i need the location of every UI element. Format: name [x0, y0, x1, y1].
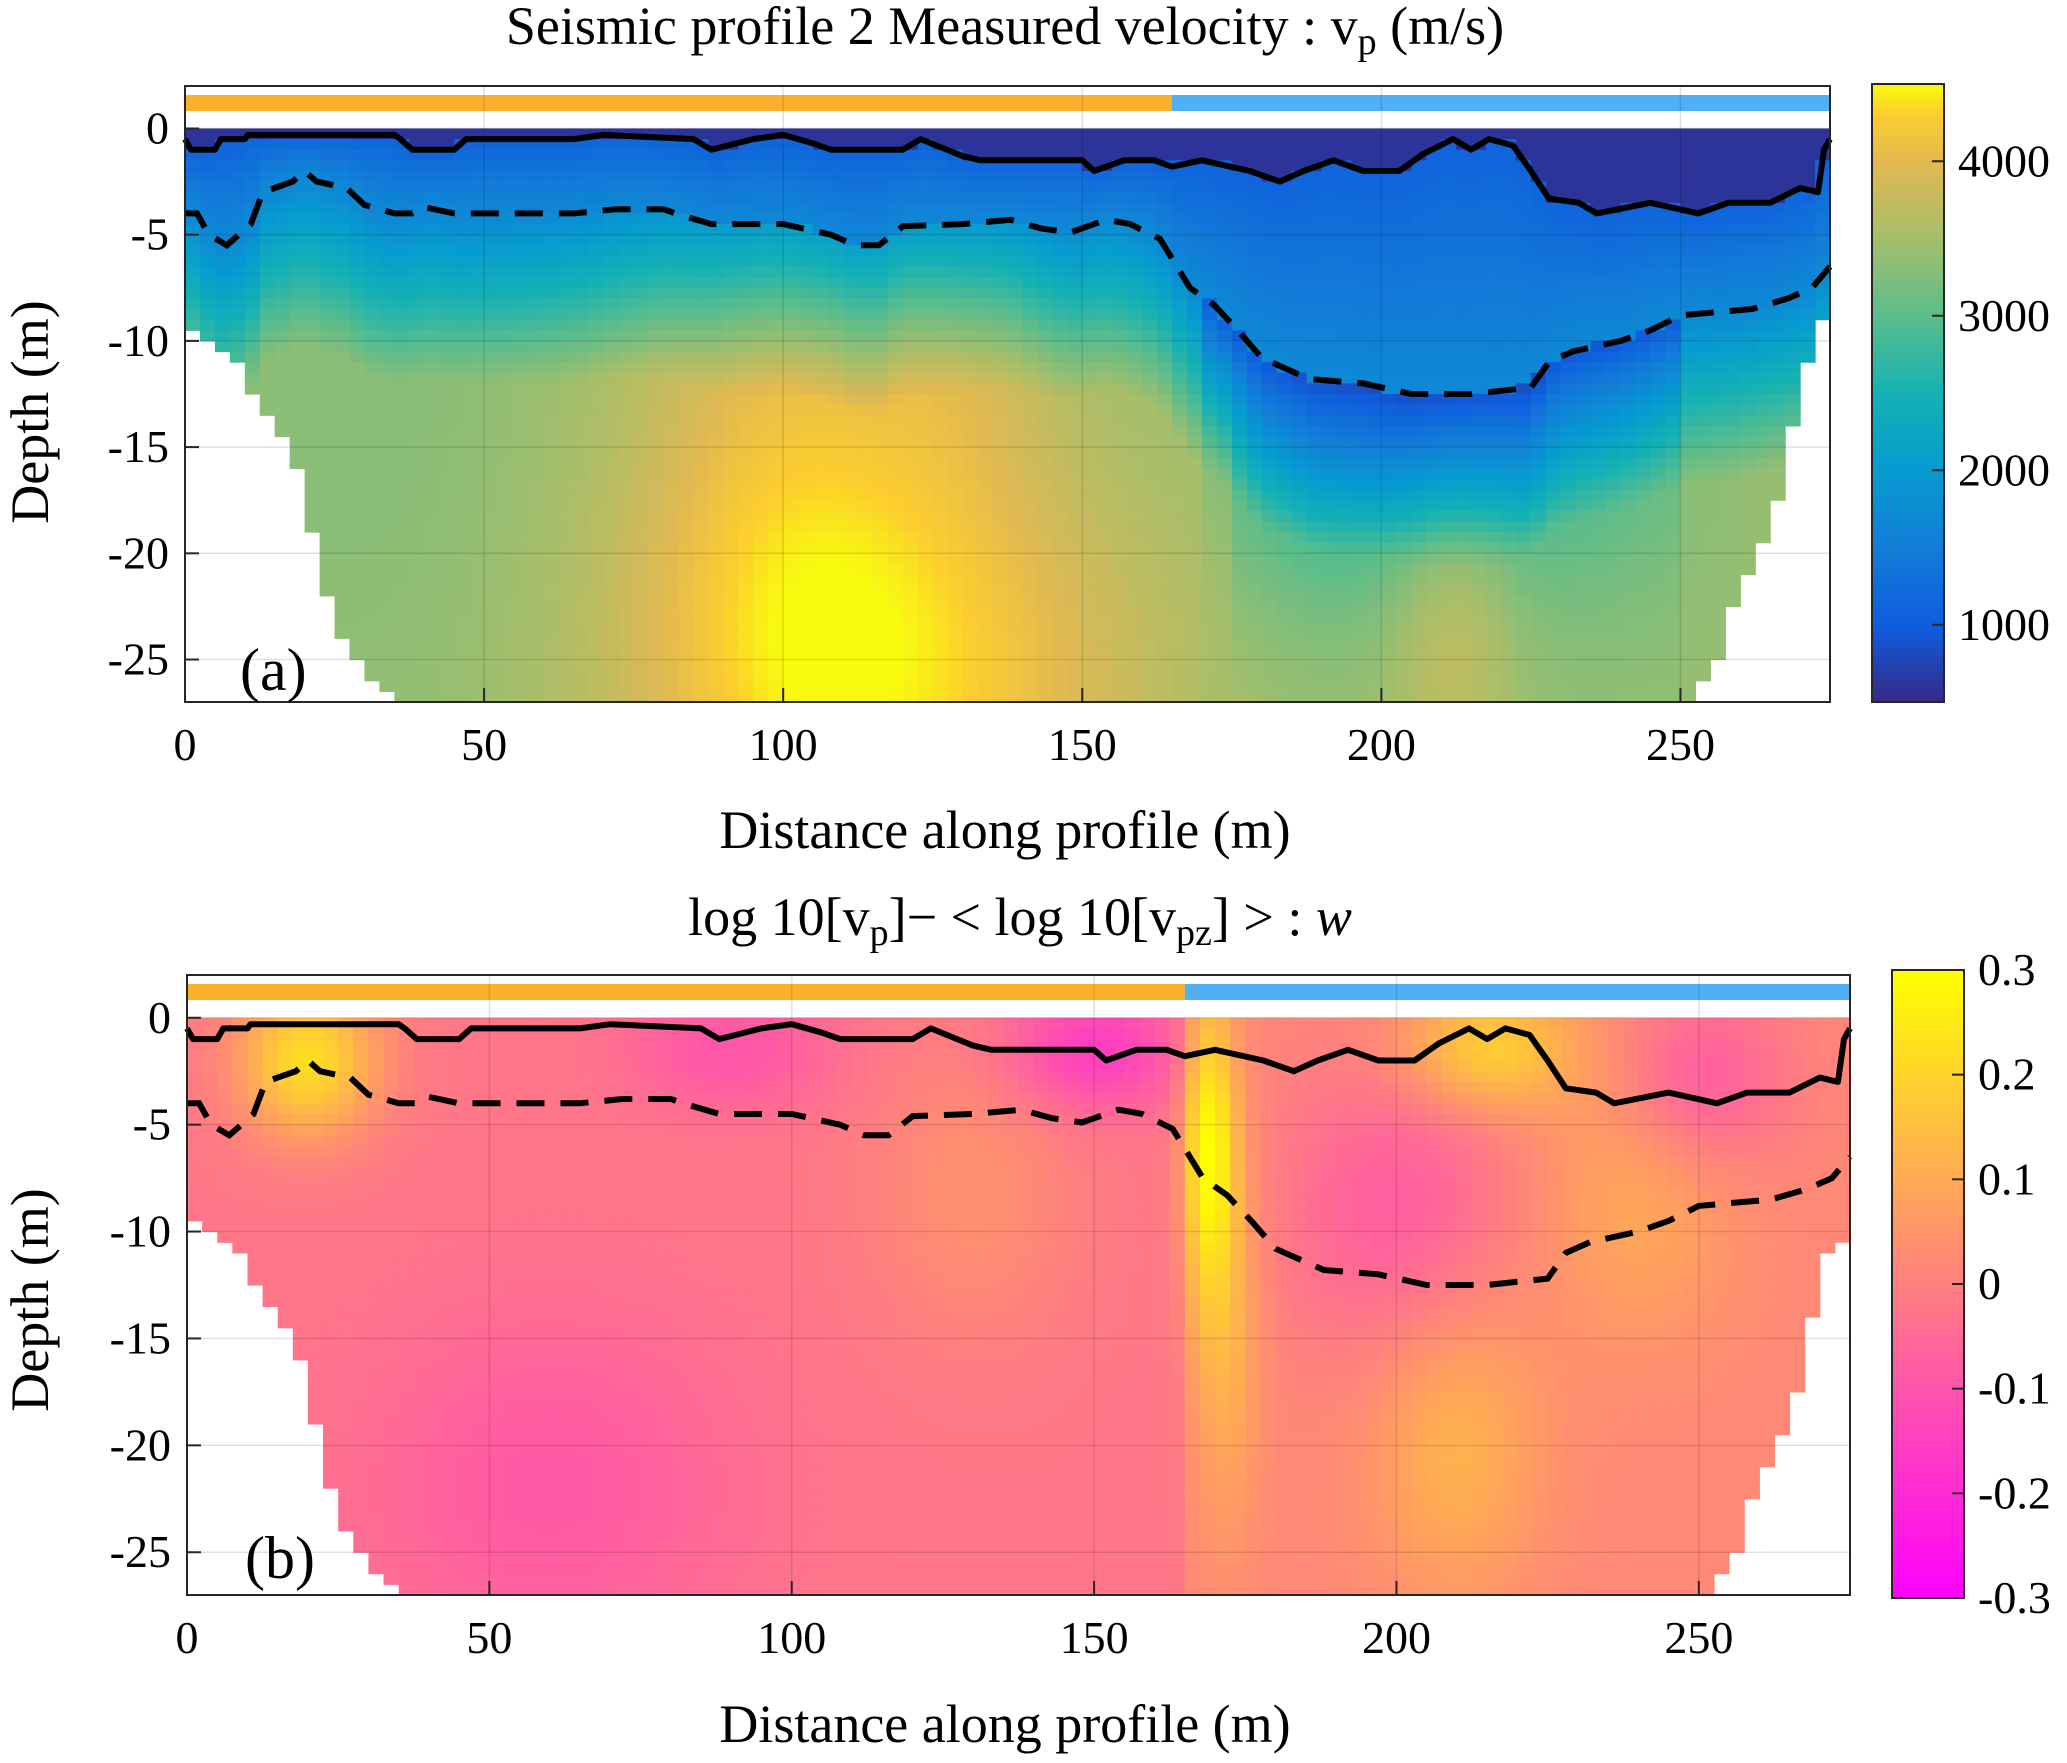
x-tick-label: 250 — [1664, 1612, 1733, 1663]
survey-segment-bar — [187, 984, 1185, 1000]
colorbar-tick-label: 0 — [1978, 1258, 2001, 1309]
panel-b: log 10[vp]− < log 10[vpz] > : w 0 50 100 15… — [0, 887, 2051, 1754]
y-tick-label: -25 — [108, 634, 169, 685]
survey-segment-bar — [185, 95, 1172, 111]
panel-b-xlabel: Distance along profile (m) — [719, 1694, 1290, 1754]
x-tick-label: 150 — [1060, 1612, 1129, 1663]
colorbar-tick-label: 0.1 — [1978, 1153, 2036, 1204]
panel-b-title: log 10[vp]− < log 10[vpz] > : w — [688, 887, 1352, 954]
panel-a-ylabel: Depth (m) — [0, 300, 60, 523]
panel-a-xlabel: Distance along profile (m) — [719, 800, 1290, 860]
x-tick-label: 200 — [1362, 1612, 1431, 1663]
x-tick-label: 50 — [461, 719, 507, 770]
survey-segment-bar — [1172, 95, 1830, 111]
y-tick-label: 0 — [148, 992, 171, 1043]
axes-frame — [186, 974, 1851, 1596]
y-tick-label: -20 — [110, 1419, 171, 1470]
survey-segment-bar — [1184, 984, 1850, 1000]
colorbar-tick-label: 1000 — [1958, 599, 2050, 650]
y-tick-label: -10 — [110, 1206, 171, 1257]
panel-b-plot-area: 0 50 100 150 200 250 0 -5 -10 -15 -20 -25 — [110, 974, 1853, 1663]
colorbar-tick-label: 4000 — [1958, 135, 2050, 186]
panel-a-colorbar: 4000 3000 2000 1000 — [1871, 83, 2050, 703]
colorbar-tick-label: 0.2 — [1978, 1049, 2036, 1100]
panel-a: Seismic profile 2 Measured velocity : vp… — [0, 0, 2050, 860]
y-tick-label: -20 — [108, 527, 169, 578]
panel-b-label: (b) — [245, 1525, 315, 1591]
y-tick-label: -10 — [108, 315, 169, 366]
panel-a-label: (a) — [240, 637, 307, 703]
x-tick-label: 100 — [749, 719, 818, 770]
colorbar-tick-label: 2000 — [1958, 444, 2050, 495]
colorbar-tick-label: 0.3 — [1978, 944, 2036, 995]
panel-b-colorbar: 0.3 0.2 0.1 0 -0.1 -0.2 -0.3 — [1891, 944, 2051, 1623]
surface-interface-line — [182, 131, 1833, 217]
x-tick-label: 50 — [466, 1612, 512, 1663]
colorbar-tick-label: -0.3 — [1978, 1572, 2051, 1623]
colorbar-tick-label: -0.2 — [1978, 1467, 2051, 1518]
colorbar-gradient — [1871, 83, 1945, 703]
x-tick-label: 100 — [757, 1612, 826, 1663]
y-tick-label: -5 — [133, 1099, 171, 1150]
y-tick-label: -25 — [110, 1526, 171, 1577]
panel-b-ylabel: Depth (m) — [0, 1188, 60, 1411]
x-tick-label: 150 — [1048, 719, 1117, 770]
y-tick-label: 0 — [146, 102, 169, 153]
grid — [184, 86, 1830, 702]
y-tick-label: -5 — [131, 209, 169, 260]
y-tick-label: -15 — [110, 1312, 171, 1363]
x-tick-label: 250 — [1646, 719, 1715, 770]
heatmap — [185, 128, 1831, 703]
x-tick-label: 0 — [174, 719, 197, 770]
heatmap — [187, 1017, 1851, 1596]
x-tick-label: 200 — [1347, 719, 1416, 770]
surface-interface-line — [184, 1021, 1853, 1107]
panel-a-title: Seismic profile 2 Measured velocity : vp… — [506, 0, 1504, 63]
bedrock-interface-dashed-line — [185, 166, 1833, 397]
colorbar-tick-label: -0.1 — [1978, 1363, 2051, 1414]
axes-frame — [184, 85, 1831, 703]
y-tick-label: -15 — [108, 421, 169, 472]
x-tick-label: 0 — [176, 1612, 199, 1663]
bedrock-interface-dashed-line — [187, 1056, 1853, 1288]
panel-a-plot-area: 0 50 100 150 200 250 0 -5 -10 -15 -20 -25 — [108, 85, 1833, 770]
colorbar-tick-label: 3000 — [1958, 290, 2050, 341]
